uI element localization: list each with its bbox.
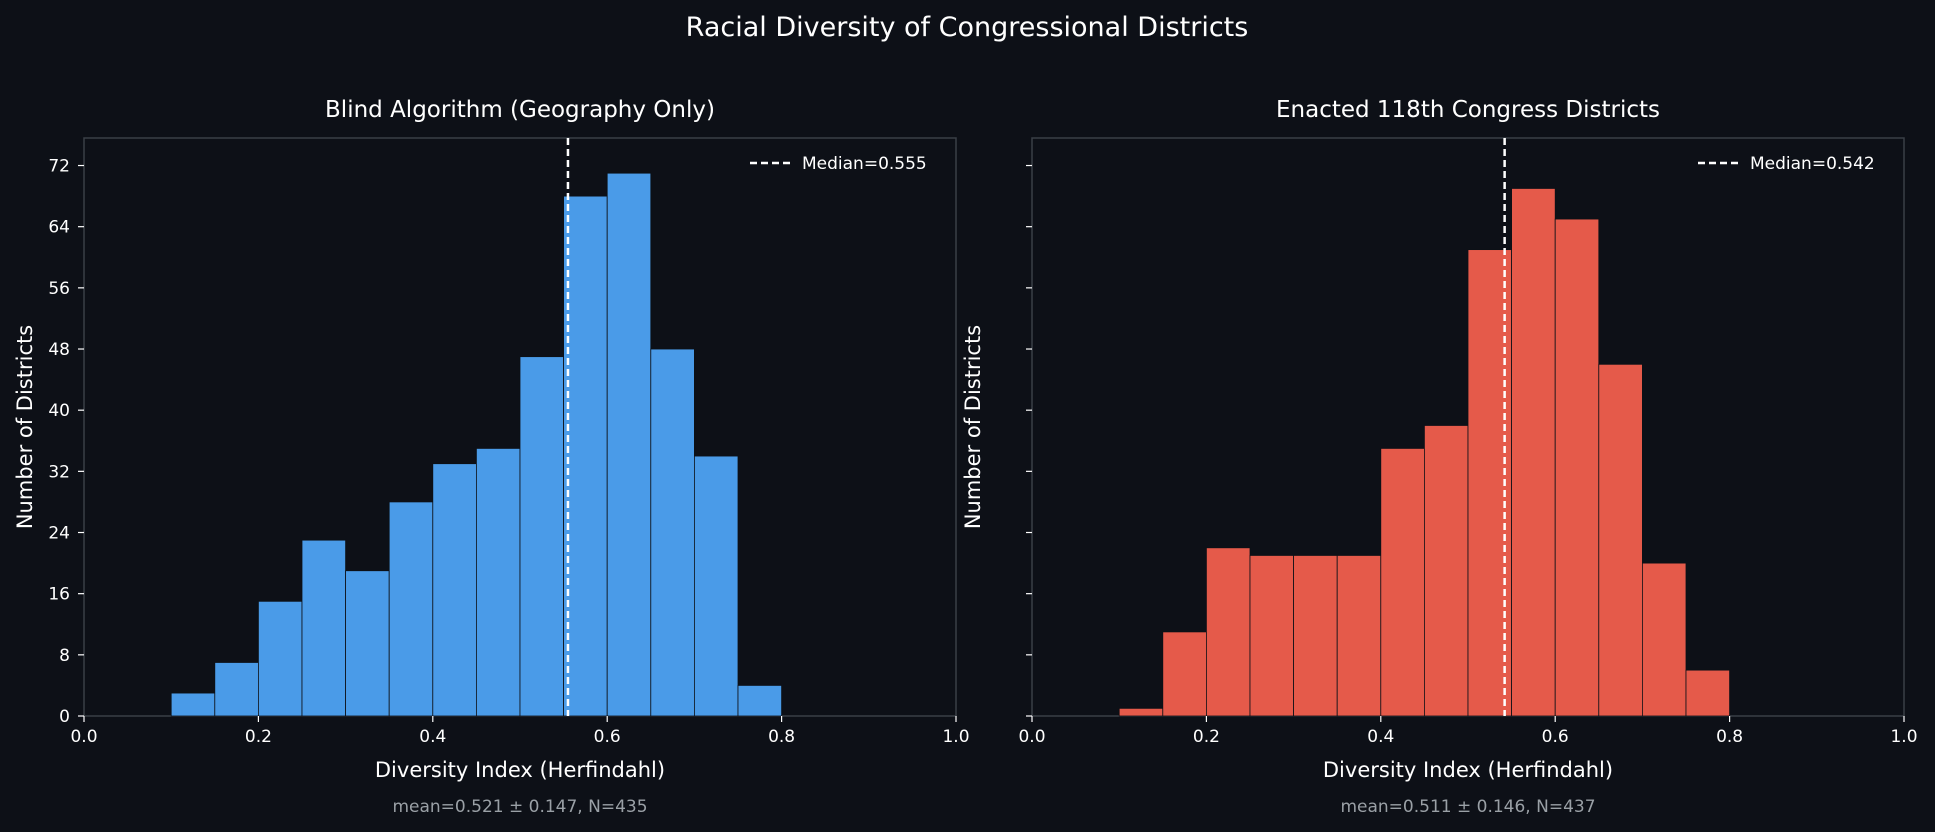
histogram-bar (1554, 218, 1600, 717)
histogram-bar (519, 356, 564, 717)
y-tick-label: 64 (48, 218, 70, 238)
histogram-bar (606, 172, 652, 717)
x-tick-label: 0.2 (1193, 727, 1220, 747)
y-tick-label: 32 (48, 462, 70, 482)
histogram-bar (650, 348, 695, 717)
histogram-bar (1424, 425, 1469, 717)
x-tick-label: 0.6 (1542, 727, 1569, 747)
histogram-bar (1118, 707, 1164, 717)
histogram-bar (1380, 448, 1425, 717)
histogram-bar (432, 463, 477, 717)
stats-annotation: mean=0.511 ± 0.146, N=437 (1340, 797, 1595, 817)
histogram-bar (388, 501, 434, 717)
histogram-bar (214, 662, 259, 717)
legend-label: Median=0.542 (1750, 154, 1875, 174)
stats-annotation: mean=0.521 ± 0.147, N=435 (392, 797, 647, 817)
histogram-bar (170, 692, 216, 717)
panel-title: Blind Algorithm (Geography Only) (325, 97, 715, 123)
x-tick-label: 0.4 (1367, 727, 1394, 747)
histogram-bar (1162, 631, 1207, 717)
y-tick-label: 8 (59, 646, 70, 666)
panel-title: Enacted 118th Congress Districts (1276, 97, 1660, 123)
histogram-bar (301, 539, 346, 717)
x-axis-label: Diversity Index (Herfindahl) (1323, 758, 1613, 782)
x-axis-label: Diversity Index (Herfindahl) (375, 758, 665, 782)
histogram-bar (257, 600, 303, 717)
y-tick-label: 56 (48, 279, 70, 299)
y-tick-label: 40 (48, 401, 70, 421)
y-tick-label: 16 (48, 585, 70, 605)
x-tick-label: 0.4 (419, 727, 446, 747)
histogram-bar (345, 570, 390, 717)
x-tick-label: 0.6 (594, 727, 621, 747)
panel-enacted-districts: 0.0 0.2 0.4 0.6 0.8 1.0 Enacted 118th Congress… (961, 97, 1918, 817)
panel-blind-algorithm: 0.0 0.2 0.4 0.6 0.8 1.0 0 8 16 24 32 40 48 56 64 72 Blin… (13, 97, 970, 817)
y-tick-label: 48 (48, 340, 70, 360)
histogram-bar (1249, 555, 1294, 717)
histogram-bar (737, 685, 782, 717)
x-tick-label: 0.0 (70, 727, 97, 747)
histogram-bar (1685, 669, 1730, 717)
legend-label: Median=0.555 (802, 154, 927, 174)
histogram-bar (1511, 188, 1556, 717)
x-tick-label: 0.8 (1716, 727, 1743, 747)
y-tick-label: 0 (59, 707, 70, 727)
histogram-bar (1293, 555, 1338, 717)
histogram-bar (694, 455, 739, 717)
histogram-bar (1598, 363, 1643, 717)
histogram-bar (475, 448, 521, 717)
y-tick-label: 24 (48, 524, 70, 544)
y-tick-label: 72 (48, 157, 70, 177)
x-tick-label: 0.0 (1018, 727, 1045, 747)
y-axis-label: Number of Districts (961, 325, 985, 529)
y-axis-label: Number of Districts (13, 325, 37, 529)
histogram-bar (563, 195, 608, 717)
x-tick-label: 1.0 (942, 727, 969, 747)
histogram-bar (1206, 547, 1251, 717)
histogram-bar (1336, 555, 1382, 717)
x-tick-label: 0.2 (245, 727, 272, 747)
figure-title: Racial Diversity of Congressional Distri… (686, 12, 1249, 43)
x-tick-label: 0.8 (768, 727, 795, 747)
x-tick-label: 1.0 (1890, 727, 1917, 747)
histogram-bar (1642, 562, 1687, 717)
